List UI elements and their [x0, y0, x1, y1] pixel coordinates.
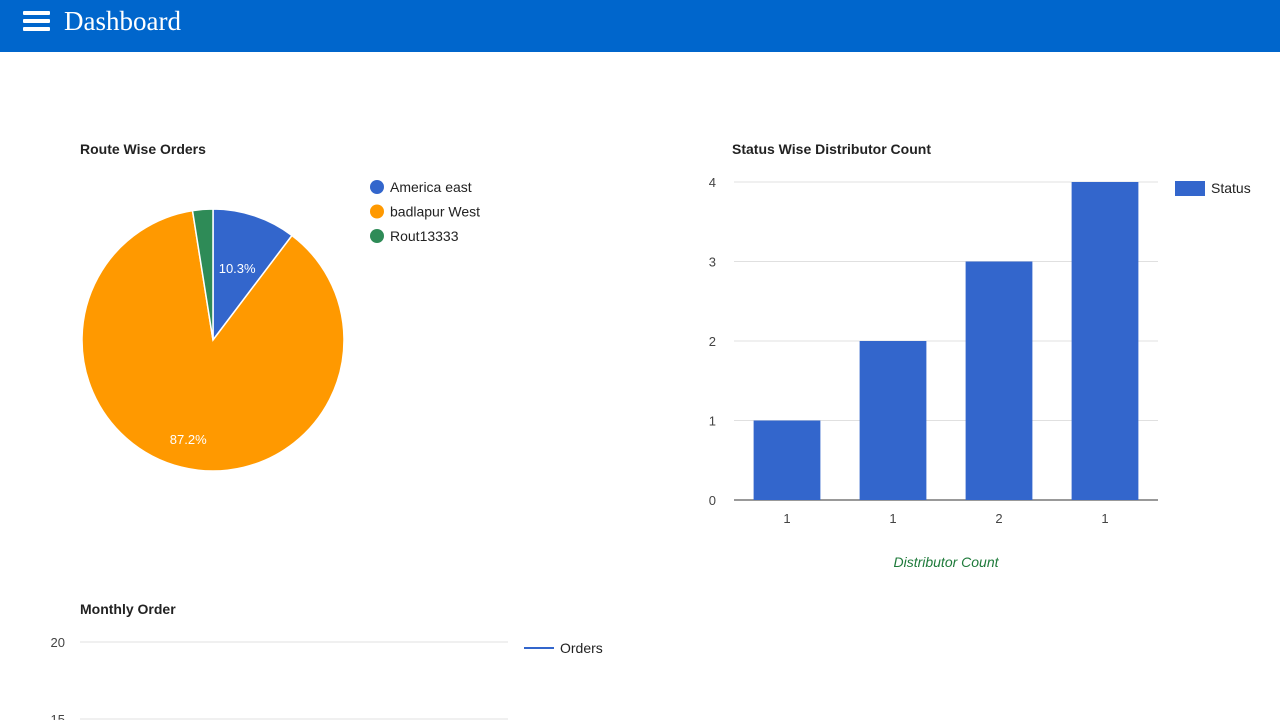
bar-3[interactable] — [1071, 182, 1139, 500]
legend-item-0[interactable]: America east — [390, 179, 472, 195]
legend-marker-0 — [370, 180, 384, 194]
y-tick-label: 3 — [709, 255, 716, 270]
bar-1[interactable] — [859, 341, 927, 500]
y-tick-label: 20 — [51, 635, 65, 650]
pie-slice-2[interactable] — [191, 208, 214, 341]
chart-title: Monthly Order — [80, 601, 176, 617]
legend-item-1[interactable]: badlapur West — [390, 204, 480, 220]
app-title: Dashboard — [64, 6, 181, 36]
status-distributor-chart: Status Wise Distributor Count 0 1 2 3 4 1 1 2 1… — [709, 141, 1251, 570]
x-axis-title: Distributor Count — [893, 554, 999, 570]
pie-slice-1[interactable] — [81, 209, 345, 472]
pie-slice-label-1: 87.2% — [170, 432, 207, 447]
top-app-bar: Dashboard — [0, 0, 1280, 52]
x-tick-label: 1 — [889, 511, 896, 526]
legend-item-2[interactable]: Rout13333 — [390, 228, 459, 244]
chart-title: Status Wise Distributor Count — [732, 141, 931, 157]
y-tick-label: 0 — [709, 493, 716, 508]
legend-item-status[interactable]: Status — [1211, 180, 1251, 196]
legend-marker-1 — [370, 204, 384, 219]
x-tick-label: 1 — [1101, 511, 1108, 526]
bar-0[interactable] — [753, 420, 821, 501]
chart-title: Route Wise Orders — [80, 141, 206, 157]
monthly-order-chart: Monthly Order 20 15 Orders — [51, 601, 603, 720]
pie-slice-label-0: 10.3% — [219, 261, 256, 276]
x-tick-label: 1 — [783, 511, 790, 526]
bar-2[interactable] — [965, 261, 1033, 501]
legend-marker-2 — [370, 229, 384, 243]
y-tick-label: 15 — [51, 712, 65, 720]
legend-item-orders[interactable]: Orders — [560, 640, 603, 656]
route-wise-orders-chart: Route Wise Orders 10.3% 87.2% America eas… — [80, 141, 480, 472]
y-tick-label: 4 — [709, 175, 716, 190]
x-tick-label: 2 — [995, 511, 1002, 526]
hamburger-menu-icon[interactable] — [23, 11, 50, 32]
y-tick-label: 1 — [709, 414, 716, 429]
y-tick-label: 2 — [709, 334, 716, 349]
pie-slice-0[interactable] — [212, 208, 294, 343]
legend-marker — [1175, 181, 1205, 196]
